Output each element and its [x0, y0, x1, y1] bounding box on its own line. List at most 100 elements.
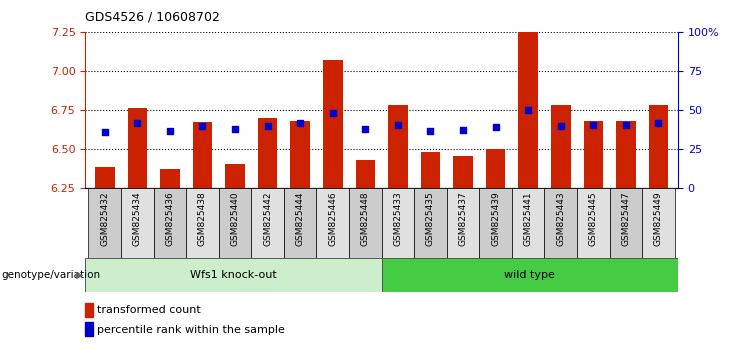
Text: GSM825434: GSM825434 [133, 191, 142, 246]
Bar [577, 188, 610, 258]
Bar [648, 105, 668, 188]
Bar [127, 108, 147, 188]
Text: GSM825447: GSM825447 [622, 191, 631, 246]
Bar [284, 188, 316, 258]
Bar [349, 32, 382, 188]
Bar [160, 169, 179, 188]
Bar [316, 32, 349, 188]
Text: GDS4526 / 10608702: GDS4526 / 10608702 [85, 10, 220, 23]
Bar [388, 105, 408, 188]
Bar [414, 188, 447, 258]
Bar [642, 32, 675, 188]
Bar [356, 160, 375, 188]
Point [359, 126, 371, 132]
Point [425, 128, 436, 133]
Point [620, 122, 632, 127]
Bar [225, 164, 245, 188]
Point [490, 124, 502, 130]
Bar [512, 188, 545, 258]
Text: GSM825449: GSM825449 [654, 191, 663, 246]
Text: GSM825443: GSM825443 [556, 191, 565, 246]
Bar [453, 156, 473, 188]
Text: GSM825437: GSM825437 [459, 191, 468, 246]
Text: Wfs1 knock-out: Wfs1 knock-out [190, 270, 277, 280]
Text: GSM825448: GSM825448 [361, 191, 370, 246]
Bar [193, 122, 212, 188]
Bar [349, 188, 382, 258]
Bar [316, 188, 349, 258]
Bar [382, 258, 678, 292]
Bar [519, 32, 538, 188]
Bar [290, 121, 310, 188]
Text: percentile rank within the sample: percentile rank within the sample [97, 325, 285, 335]
Bar [584, 121, 603, 188]
Text: GSM825435: GSM825435 [426, 191, 435, 246]
Text: GSM825438: GSM825438 [198, 191, 207, 246]
Bar [284, 32, 316, 188]
Text: GSM825436: GSM825436 [165, 191, 174, 246]
Text: transformed count: transformed count [97, 305, 201, 315]
Bar [85, 303, 93, 317]
Bar [414, 32, 447, 188]
Text: GSM825440: GSM825440 [230, 191, 239, 246]
Bar [447, 188, 479, 258]
Bar [323, 60, 342, 188]
Bar [577, 32, 610, 188]
Bar [421, 152, 440, 188]
Bar [121, 32, 153, 188]
Point [164, 128, 176, 133]
Bar [251, 32, 284, 188]
Point [653, 120, 665, 126]
Bar [251, 188, 284, 258]
Text: GSM825433: GSM825433 [393, 191, 402, 246]
Point [262, 123, 273, 129]
Bar [545, 32, 577, 188]
Bar [616, 121, 636, 188]
Bar [219, 32, 251, 188]
Bar [551, 105, 571, 188]
Text: GSM825432: GSM825432 [100, 191, 109, 246]
Bar [258, 118, 277, 188]
Bar [95, 167, 115, 188]
Bar [186, 188, 219, 258]
Text: ▶: ▶ [76, 270, 83, 280]
Bar [479, 188, 512, 258]
Bar [121, 188, 153, 258]
Bar [153, 32, 186, 188]
Point [522, 107, 534, 113]
Text: genotype/variation: genotype/variation [1, 270, 101, 280]
Point [99, 129, 110, 135]
Bar [610, 188, 642, 258]
Point [392, 122, 404, 127]
Bar [153, 188, 186, 258]
Text: GSM825439: GSM825439 [491, 191, 500, 246]
Text: GSM825446: GSM825446 [328, 191, 337, 246]
Bar [545, 188, 577, 258]
Text: GSM825445: GSM825445 [589, 191, 598, 246]
Bar [512, 32, 545, 188]
Point [327, 110, 339, 116]
Point [457, 127, 469, 133]
Point [294, 120, 306, 126]
Bar [382, 188, 414, 258]
Bar [88, 188, 121, 258]
Bar [88, 32, 121, 188]
Text: GSM825444: GSM825444 [296, 191, 305, 246]
Bar [85, 258, 382, 292]
Bar [219, 188, 251, 258]
Bar [85, 322, 93, 336]
Bar [382, 32, 414, 188]
Bar [486, 149, 505, 188]
Point [196, 123, 208, 129]
Text: GSM825442: GSM825442 [263, 191, 272, 246]
Point [229, 126, 241, 132]
Point [131, 120, 143, 126]
Bar [186, 32, 219, 188]
Bar [642, 188, 675, 258]
Bar [479, 32, 512, 188]
Text: wild type: wild type [505, 270, 555, 280]
Point [588, 122, 599, 127]
Text: GSM825441: GSM825441 [524, 191, 533, 246]
Bar [447, 32, 479, 188]
Bar [610, 32, 642, 188]
